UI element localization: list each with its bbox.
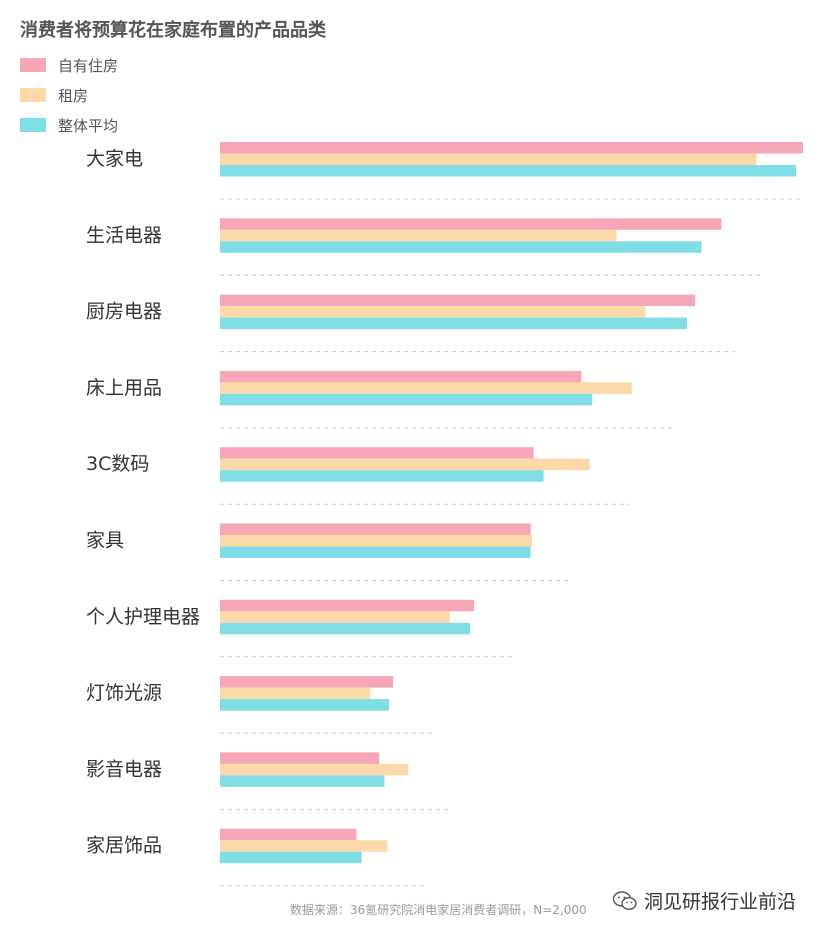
bar (220, 218, 722, 230)
category-label: 家居饰品 (86, 835, 162, 857)
category-label: 大家电 (86, 148, 143, 170)
legend-swatch-overall (20, 118, 46, 132)
bar (220, 470, 544, 482)
bar (220, 165, 797, 177)
bar (220, 306, 646, 318)
legend-item-rent: 租房 (20, 80, 118, 110)
category-label: 灯饰光源 (86, 682, 162, 704)
chart-title: 消费者将预算花在家庭布置的产品品类 (20, 20, 326, 41)
bar (220, 447, 534, 459)
bar (220, 229, 617, 242)
category-label: 厨房电器 (86, 301, 162, 323)
category-label: 影音电器 (86, 758, 162, 780)
category-label: 生活电器 (86, 224, 162, 246)
legend-swatch-rent (20, 88, 46, 102)
bar (220, 317, 687, 330)
bar (220, 241, 702, 253)
legend-item-own-home: 自有住房 (20, 50, 118, 80)
bar (220, 153, 757, 165)
legend: 自有住房 租房 整体平均 (20, 50, 118, 140)
legend-label-own-home: 自有住房 (58, 56, 119, 75)
bar (220, 535, 532, 547)
bar (220, 393, 592, 406)
watermark: 洞见研报行业前沿 (612, 887, 796, 914)
source-note: 数据来源：36氪研究院消电家居消费者调研，N=2,000 (290, 903, 587, 917)
bar (220, 599, 475, 612)
bar (220, 382, 632, 394)
bar (220, 687, 371, 700)
wechat-icon (612, 890, 637, 910)
bar (220, 370, 582, 383)
legend-label-overall: 整体平均 (58, 116, 119, 135)
category-label: 床上用品 (86, 377, 162, 399)
bar (220, 763, 409, 776)
bar (220, 851, 362, 864)
bar (220, 699, 390, 711)
bar (220, 676, 394, 688)
legend-label-rent: 租房 (58, 86, 89, 105)
bar (220, 775, 385, 787)
category-label: 个人护理电器 (86, 606, 200, 628)
bar (220, 294, 696, 307)
bar (220, 142, 803, 154)
watermark-text: 洞见研报行业前沿 (644, 891, 797, 913)
category-label: 家具 (86, 530, 124, 552)
bar (220, 546, 531, 558)
legend-swatch-own-home (20, 58, 46, 72)
bar (220, 523, 531, 535)
category-label: 3C数码 (86, 453, 149, 475)
bar (220, 828, 357, 841)
bar (220, 622, 471, 635)
legend-item-overall: 整体平均 (20, 110, 118, 140)
bar (220, 752, 380, 764)
bar (220, 611, 450, 623)
bar (220, 840, 388, 852)
bar (220, 458, 590, 471)
